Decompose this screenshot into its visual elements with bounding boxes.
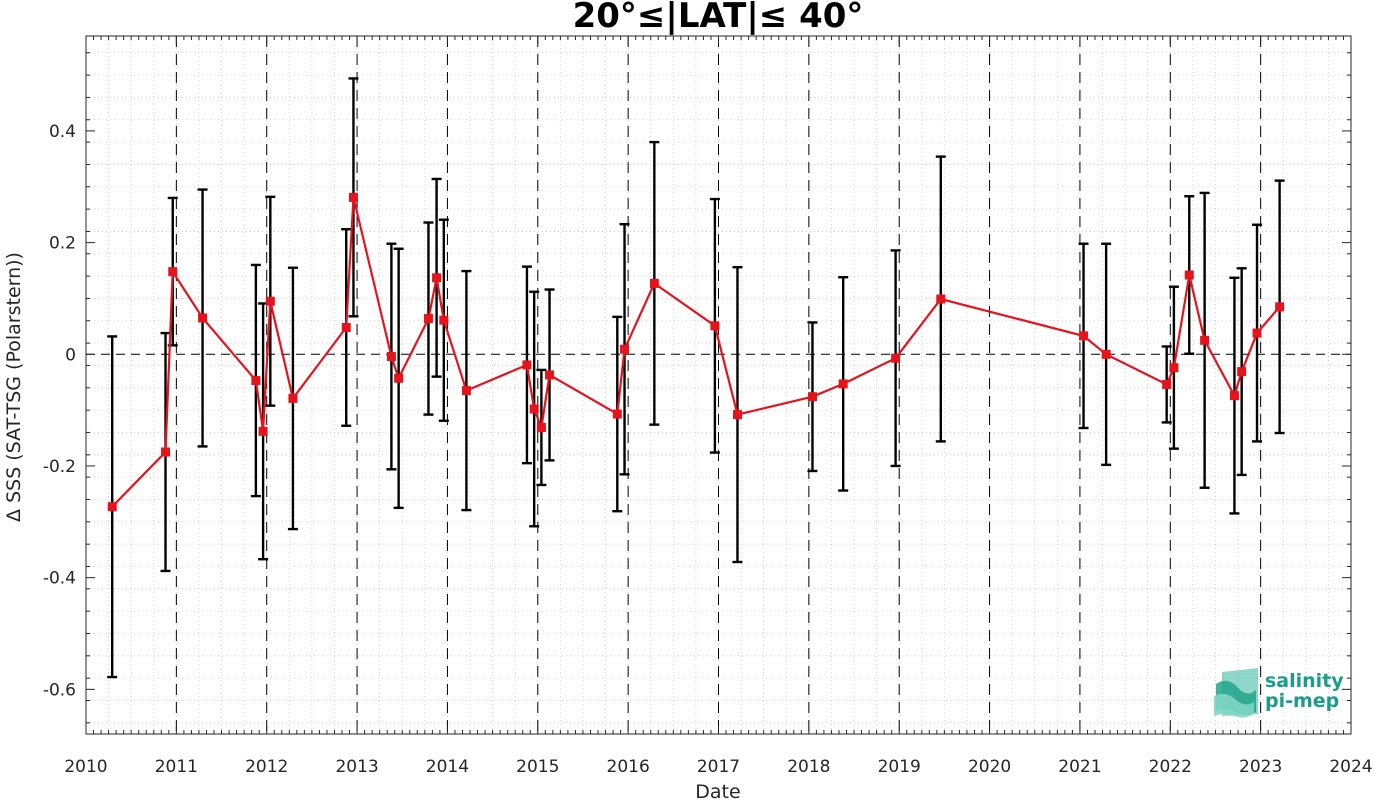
axes-frame (85, 35, 1352, 735)
y-tick-label: 0.2 (49, 234, 76, 254)
data-point-marker (258, 426, 268, 436)
data-point-marker (1237, 367, 1247, 377)
x-tick-label: 2017 (697, 757, 740, 777)
x-tick-labels: 2010 2011 2012 2013 2014 2015 2016 2017 2018 2019… (64, 757, 1372, 777)
x-tick-label: 2015 (516, 757, 559, 777)
data-point-marker (732, 410, 742, 420)
logo-text-pi-mep: pi-mep (1265, 690, 1339, 712)
data-point-marker (620, 344, 630, 354)
data-point-marker (1079, 331, 1089, 341)
data-point-marker (1169, 363, 1179, 373)
data-point-marker (461, 386, 471, 396)
x-tick-label: 2013 (335, 757, 378, 777)
x-tick-label: 2023 (1239, 757, 1282, 777)
data-point-marker (341, 322, 351, 332)
data-point-marker (439, 315, 449, 325)
chart-title: 20°≤|LAT|≤ 40° (573, 0, 864, 36)
x-tick-label: 2010 (64, 757, 107, 777)
data-point-marker (168, 267, 178, 277)
data-point-marker (348, 192, 358, 202)
x-tick-label: 2019 (878, 757, 921, 777)
y-tick-label: 0.4 (49, 122, 76, 142)
data-point-marker (423, 314, 433, 324)
data-point-marker (1184, 270, 1194, 280)
y-tick-label: 0 (65, 345, 76, 365)
x-tick-label: 2012 (245, 757, 288, 777)
data-point-marker (1229, 391, 1239, 401)
data-point-marker (612, 409, 622, 419)
data-point-marker (251, 376, 261, 386)
y-axis-label: Δ SSS (SAT-TSG (Polarstern)) (3, 252, 25, 522)
data-point-marker (545, 370, 555, 380)
data-point-marker (891, 353, 901, 363)
x-tick-label: 2014 (426, 757, 469, 777)
data-point-marker (1162, 379, 1172, 389)
data-point-marker (1200, 335, 1210, 345)
data-markers (107, 192, 1285, 512)
data-point-marker (161, 447, 171, 457)
data-point-marker (394, 373, 404, 383)
data-point-marker (288, 393, 298, 403)
data-point-marker (386, 352, 396, 362)
logo-text-salinity: salinity (1265, 670, 1344, 692)
x-tick-label: 2022 (1149, 757, 1192, 777)
y-tick-labels: -0.6 -0.4 -0.2 0 0.2 0.4 (43, 122, 76, 700)
y-tick-label: -0.2 (43, 457, 76, 477)
data-point-marker (107, 502, 117, 512)
data-point-marker (807, 392, 817, 402)
data-point-marker (710, 321, 720, 331)
data-point-marker (522, 360, 532, 370)
x-tick-label: 2016 (607, 757, 650, 777)
data-point-marker (1101, 349, 1111, 359)
x-tick-label: 2021 (1058, 757, 1101, 777)
data-point-marker (432, 273, 442, 283)
x-axis-label: Date (695, 781, 740, 801)
data-point-marker (1275, 302, 1285, 312)
data-point-marker (1252, 328, 1262, 338)
data-point-marker (838, 379, 848, 389)
x-tick-label: 2018 (787, 757, 830, 777)
y-tick-label: -0.4 (43, 569, 76, 589)
data-point-marker (198, 313, 208, 323)
x-tick-label: 2020 (968, 757, 1011, 777)
y-tick-label: -0.6 (43, 680, 76, 700)
data-point-marker (529, 404, 539, 414)
data-point-marker (936, 294, 946, 304)
x-tick-label: 2011 (155, 757, 198, 777)
data-point-marker (536, 422, 546, 432)
x-tick-label: 2024 (1329, 757, 1372, 777)
data-point-marker (265, 296, 275, 306)
salinity-wave-logo-icon (1214, 668, 1258, 718)
data-point-marker (649, 278, 659, 288)
